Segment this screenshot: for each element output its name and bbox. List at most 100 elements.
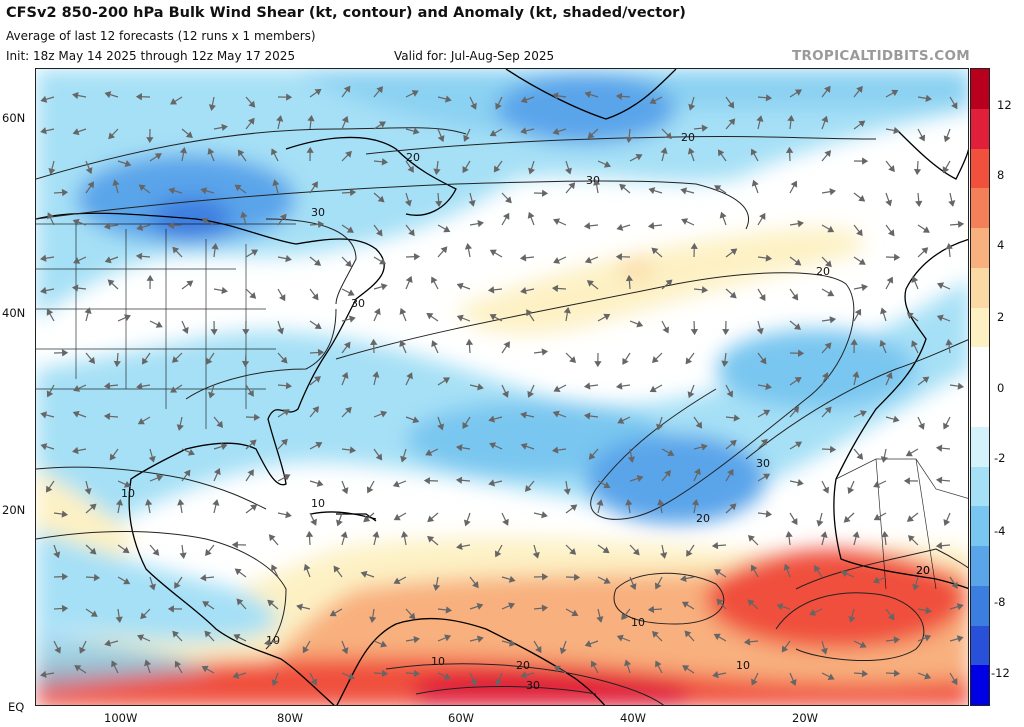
- wind-vector-head: [445, 606, 453, 614]
- wind-vector-head: [906, 312, 914, 320]
- wind-vector-head: [489, 249, 497, 257]
- wind-vector-head: [345, 150, 352, 158]
- wind-vector-head: [527, 390, 535, 398]
- wind-vector-head: [477, 220, 484, 228]
- wind-vector-head: [399, 307, 407, 315]
- wind-vector-head: [103, 222, 111, 230]
- wind-vector-head: [625, 498, 633, 506]
- wind-vector-head: [79, 646, 86, 654]
- colorbar-segment: [971, 625, 989, 666]
- colorbar-segment: [971, 426, 989, 467]
- wind-vector-head: [343, 85, 351, 93]
- wind-vector-head: [109, 453, 117, 461]
- wind-vector-head: [267, 599, 275, 607]
- wind-vector-head: [376, 229, 383, 237]
- wind-vector-head: [285, 511, 292, 519]
- wind-vector-head: [314, 259, 322, 266]
- wind-vector-head: [472, 581, 479, 589]
- wind-vector-head: [370, 338, 378, 346]
- wind-vector-head: [283, 474, 291, 481]
- wind-vector-head: [527, 211, 535, 219]
- wind-vector-head: [751, 678, 758, 686]
- wind-vector-head: [829, 445, 837, 454]
- wind-vector-head: [794, 258, 802, 266]
- wind-vector-head: [236, 598, 244, 606]
- wind-vector-head: [425, 449, 433, 456]
- wind-vector-head: [621, 613, 628, 620]
- wind-vector-head: [615, 253, 623, 261]
- wind-vector-head: [667, 449, 675, 457]
- wind-vector-head: [827, 289, 835, 297]
- wind-vector-head: [924, 634, 932, 642]
- wind-vector-head: [616, 634, 624, 642]
- colorbar-tick: -12: [991, 666, 1010, 680]
- wind-vector-head: [885, 372, 893, 379]
- wind-vector-head: [88, 356, 96, 364]
- wind-vector-head: [687, 147, 695, 155]
- wind-vector-head: [186, 280, 194, 287]
- wind-vector-head: [40, 127, 47, 135]
- contour-label: 10: [431, 655, 445, 668]
- wind-vector-head: [586, 280, 594, 287]
- wind-vector-head: [285, 255, 292, 263]
- wind-vector-head: [541, 189, 549, 197]
- wind-vector-head: [873, 513, 881, 521]
- wind-vector-head: [551, 92, 559, 100]
- wind-vector-head: [603, 481, 611, 489]
- wind-vector-head: [74, 665, 82, 672]
- wind-vector-head: [797, 349, 805, 357]
- wind-vector-head: [569, 548, 577, 555]
- wind-vector-head: [541, 604, 549, 612]
- wind-vector-head: [747, 534, 755, 542]
- wind-vector-head: [627, 456, 636, 463]
- wind-vector-head: [662, 326, 669, 334]
- wind-vector-head: [380, 410, 388, 418]
- wind-vector-head: [588, 452, 596, 460]
- wind-vector-head: [234, 568, 242, 576]
- wind-vector-head: [242, 329, 250, 336]
- wind-vector-head: [286, 93, 293, 101]
- wind-vector-head: [502, 390, 509, 398]
- wind-vector-head: [111, 660, 118, 668]
- wind-vector-head: [858, 194, 866, 202]
- wind-vector-head: [541, 573, 549, 581]
- contour-label: 30: [586, 174, 600, 187]
- wind-vector-head: [314, 88, 322, 96]
- wind-vector-head: [891, 89, 899, 97]
- wind-vector-head: [520, 287, 527, 295]
- wind-vector-head: [625, 136, 633, 144]
- colorbar-segment: [971, 69, 989, 109]
- wind-vector-head: [87, 181, 95, 189]
- wind-vector-head: [495, 102, 502, 110]
- wind-vector-head: [54, 646, 61, 654]
- wind-vector-head: [571, 609, 579, 617]
- wind-vector-head: [46, 308, 54, 316]
- colorbar-segment: [971, 108, 989, 149]
- wind-vector-head: [268, 534, 276, 542]
- wind-vector-head: [508, 639, 516, 647]
- wind-vector-head: [532, 551, 540, 559]
- wind-vector-head: [682, 665, 690, 672]
- colorbar-segment: [971, 466, 989, 507]
- wind-vector-head: [847, 487, 855, 494]
- wind-vector-head: [750, 564, 758, 572]
- colorbar-segment: [971, 546, 989, 586]
- wind-vector-head: [935, 476, 943, 484]
- wind-vector-head: [46, 390, 54, 398]
- wind-vector-head: [924, 672, 932, 680]
- wind-vector-head: [53, 551, 61, 559]
- wind-vector-head: [957, 220, 965, 228]
- chart-subtitle: Average of last 12 forecasts (12 runs x …: [6, 29, 316, 43]
- wind-vector-head: [348, 315, 356, 323]
- wind-vector-head: [776, 603, 784, 611]
- wind-vector-head: [373, 308, 381, 316]
- wind-vector-head: [726, 390, 734, 398]
- wind-vector-head: [921, 247, 929, 255]
- wind-vector-head: [181, 326, 189, 334]
- wind-vector-head: [431, 340, 438, 348]
- wind-vector-head: [791, 518, 798, 526]
- wind-vector-head: [140, 612, 147, 620]
- wind-vector-head: [615, 382, 623, 390]
- wind-vector-head: [665, 132, 672, 140]
- wind-vector-head: [824, 406, 832, 414]
